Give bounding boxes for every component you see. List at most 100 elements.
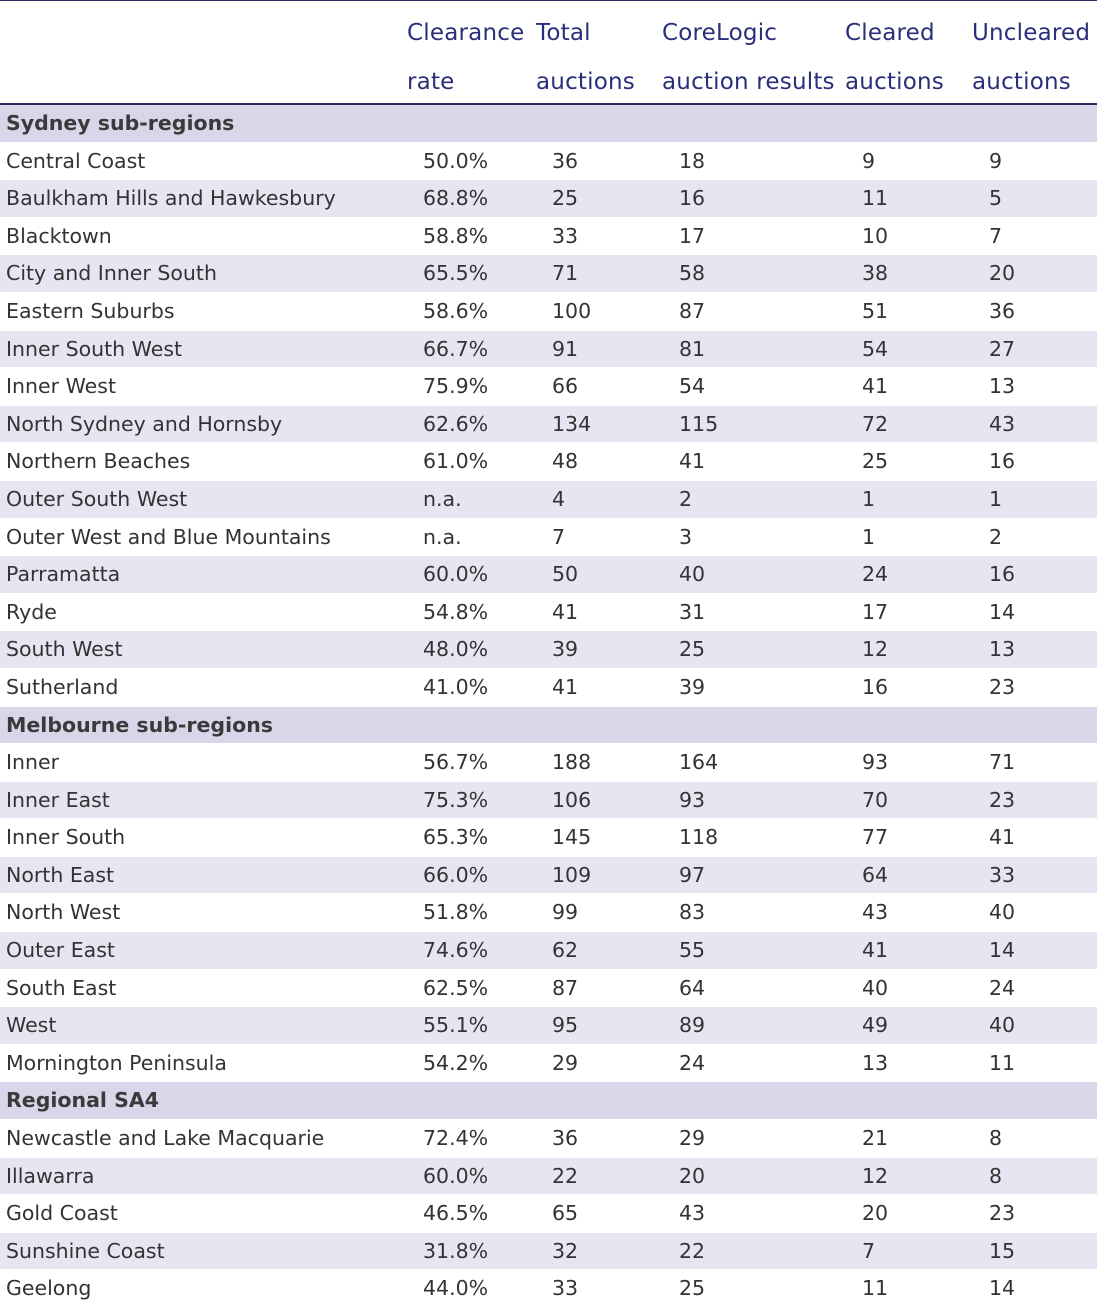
table-row: City and Inner South 65.5% 71 58 38 20 [0, 255, 1097, 293]
total-auctions-cell: 36 [552, 1126, 579, 1151]
uncleared-auctions-cell: 5 [989, 186, 1003, 211]
table-row: Outer South West n.a. 4 2 1 1 [0, 480, 1097, 519]
corelogic-results-cell: 164 [679, 750, 719, 775]
total-auctions-cell: 62 [552, 938, 579, 963]
column-header-cleared-auctions: Cleared auctions [845, 20, 944, 95]
uncleared-auctions-cell: 16 [989, 449, 1016, 474]
region-name-cell: Central Coast [6, 148, 146, 173]
uncleared-auctions-cell: 71 [989, 750, 1016, 775]
clearance-rate-cell: 48.0% [423, 637, 489, 662]
uncleared-auctions-cell: 14 [989, 1276, 1016, 1301]
clearance-rate-cell: 74.6% [423, 938, 489, 963]
uncleared-auctions-cell: 13 [989, 637, 1016, 662]
table-row: Central Coast 50.0% 36 18 9 9 [0, 143, 1097, 181]
cleared-auctions-cell: 43 [862, 900, 889, 925]
corelogic-results-cell: 2 [679, 486, 693, 511]
table-row: Inner South West 66.7% 91 81 54 27 [0, 330, 1097, 369]
clearance-rate-cell: 31.8% [423, 1238, 489, 1263]
cleared-auctions-cell: 9 [862, 148, 876, 173]
total-auctions-cell: 33 [552, 223, 579, 248]
cleared-auctions-cell: 16 [862, 674, 889, 699]
clearance-rate-cell: n.a. [423, 524, 462, 549]
total-auctions-cell: 188 [552, 750, 592, 775]
table-body: Sydney sub-regions Central Coast 50.0% 36 18… [0, 105, 1097, 1308]
table-row: Blacktown 58.8% 33 17 10 7 [0, 218, 1097, 256]
uncleared-auctions-cell: 23 [989, 1201, 1016, 1226]
corelogic-results-cell: 39 [679, 674, 706, 699]
uncleared-auctions-cell: 15 [989, 1238, 1016, 1263]
uncleared-auctions-cell: 2 [989, 524, 1003, 549]
table-row: Gold Coast 46.5% 65 43 20 23 [0, 1195, 1097, 1233]
table-row: Baulkham Hills and Hawkesbury 68.8% 25 16 11… [0, 180, 1097, 218]
total-auctions-cell: 87 [552, 975, 579, 1000]
uncleared-auctions-cell: 8 [989, 1126, 1003, 1151]
cleared-auctions-cell: 17 [862, 599, 889, 624]
cleared-auctions-cell: 7 [862, 1238, 876, 1263]
table-row: Parramatta 60.0% 50 40 24 16 [0, 556, 1097, 594]
table-row: Inner East 75.3% 106 93 70 23 [0, 781, 1097, 820]
table-row: South West 48.0% 39 25 12 13 [0, 631, 1097, 669]
total-auctions-cell: 4 [552, 486, 566, 511]
cleared-auctions-cell: 49 [862, 1013, 889, 1038]
corelogic-results-cell: 22 [679, 1238, 706, 1263]
table-row: North Sydney and Hornsby 62.6% 134 115 72 43 [0, 405, 1097, 444]
region-name-cell: South West [6, 637, 123, 662]
column-header-clearance-rate: Clearance rate [407, 20, 525, 95]
total-auctions-cell: 32 [552, 1238, 579, 1263]
corelogic-results-cell: 118 [679, 825, 719, 850]
total-auctions-cell: 50 [552, 562, 579, 587]
total-auctions-cell: 33 [552, 1276, 579, 1301]
region-name-cell: Outer South West [6, 486, 188, 511]
region-name-cell: Inner South West [6, 336, 183, 361]
total-auctions-cell: 109 [552, 862, 592, 887]
cleared-auctions-cell: 38 [862, 261, 889, 286]
total-auctions-cell: 134 [552, 411, 592, 436]
corelogic-results-cell: 58 [679, 261, 706, 286]
clearance-rate-cell: 75.3% [423, 787, 489, 812]
region-name-cell: Northern Beaches [6, 449, 191, 474]
uncleared-auctions-cell: 40 [989, 1013, 1016, 1038]
total-auctions-cell: 145 [552, 825, 592, 850]
clearance-rate-cell: 61.0% [423, 449, 489, 474]
cleared-auctions-cell: 72 [862, 411, 889, 436]
total-auctions-cell: 71 [552, 261, 579, 286]
table-row: North East 66.0% 109 97 64 33 [0, 856, 1097, 895]
clearance-rate-cell: 44.0% [423, 1276, 489, 1301]
section-title: Sydney sub-regions [6, 111, 235, 135]
total-auctions-cell: 41 [552, 599, 579, 624]
table-row: Mornington Peninsula 54.2% 29 24 13 11 [0, 1045, 1097, 1083]
corelogic-results-cell: 24 [679, 1050, 706, 1075]
corelogic-results-cell: 93 [679, 787, 706, 812]
region-name-cell: Parramatta [6, 562, 121, 587]
uncleared-auctions-cell: 27 [989, 336, 1016, 361]
region-name-cell: Inner [6, 750, 60, 775]
clearance-rate-cell: 68.8% [423, 186, 489, 211]
section-title: Regional SA4 [6, 1088, 159, 1113]
region-name-cell: Geelong [6, 1276, 92, 1301]
region-name-cell: Inner West [6, 374, 116, 399]
cleared-auctions-cell: 13 [862, 1050, 889, 1075]
region-name-cell: North Sydney and Hornsby [6, 411, 283, 436]
clearance-rate-cell: 58.8% [423, 223, 489, 248]
table-row: West 55.1% 95 89 49 40 [0, 1007, 1097, 1045]
cleared-auctions-cell: 25 [862, 449, 889, 474]
cleared-auctions-cell: 93 [862, 750, 889, 775]
table-row: Inner South 65.3% 145 118 77 41 [0, 819, 1097, 857]
column-header-uncleared-auctions: Uncleared auctions [972, 20, 1091, 95]
total-auctions-cell: 36 [552, 148, 579, 173]
region-name-cell: Outer West and Blue Mountains [6, 524, 331, 549]
corelogic-results-cell: 29 [679, 1126, 706, 1151]
region-name-cell: Baulkham Hills and Hawkesbury [6, 186, 336, 211]
cleared-auctions-cell: 1 [862, 524, 876, 549]
region-name-cell: North East [6, 862, 115, 887]
region-name-cell: North West [6, 900, 121, 925]
corelogic-results-cell: 89 [679, 1013, 706, 1038]
corelogic-results-cell: 64 [679, 975, 706, 1000]
table-row: North West 51.8% 99 83 43 40 [0, 894, 1097, 933]
uncleared-auctions-cell: 24 [989, 975, 1016, 1000]
table-row: Outer West and Blue Mountains n.a. 7 3 1 2 [0, 519, 1097, 557]
clearance-rate-cell: 75.9% [423, 374, 489, 399]
total-auctions-cell: 100 [552, 298, 592, 323]
uncleared-auctions-cell: 43 [989, 411, 1016, 436]
